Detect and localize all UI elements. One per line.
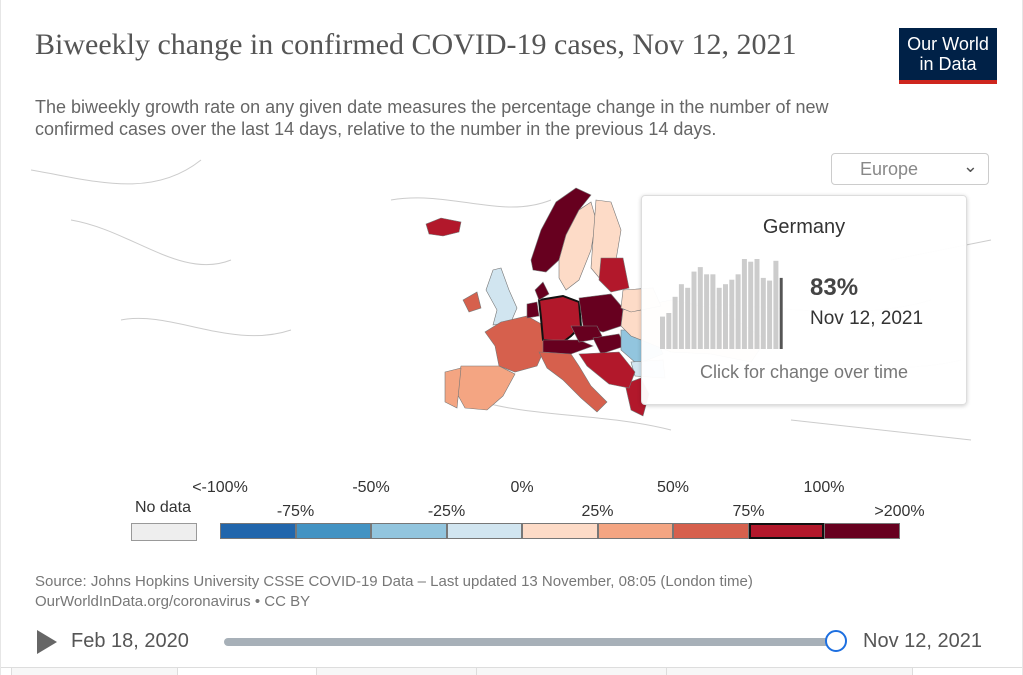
sparkline-bar [678, 284, 684, 349]
sparkline-bar [773, 260, 779, 349]
tooltip-value: 83% [810, 274, 859, 301]
sparkline-bar [760, 277, 766, 349]
timeline-slider[interactable] [224, 638, 836, 646]
tab[interactable] [316, 668, 478, 675]
legend-label: 50% [656, 479, 690, 496]
legend-bin[interactable] [371, 523, 447, 539]
legend-label: 25% [581, 503, 614, 520]
sparkline-bar [666, 313, 672, 349]
tooltip-sparkline [660, 259, 783, 349]
sparkline-bar [697, 267, 703, 349]
legend-no-data-swatch[interactable] [131, 523, 197, 541]
legend-label: -50% [352, 479, 390, 496]
country-tooltip[interactable]: Germany 83% Nov 12, 2021 Click for chang… [641, 195, 967, 405]
timeline-start[interactable]: Feb 18, 2020 [71, 630, 189, 652]
source-text: Source: Johns Hopkins University CSSE CO… [35, 573, 753, 590]
legend-bin[interactable] [824, 523, 900, 539]
legend-bin[interactable] [673, 523, 749, 539]
legend-label: <-100% [192, 479, 248, 496]
country-austria[interactable]: Austria [542, 339, 594, 355]
legend-label: 100% [803, 479, 845, 496]
source-note: Source: Johns Hopkins University CSSE CO… [35, 572, 753, 612]
sparkline-bar [685, 287, 691, 349]
source-link[interactable]: OurWorldInData.org/coronavirus • CC BY [35, 593, 311, 610]
play-icon[interactable] [37, 630, 57, 654]
timeline-end[interactable]: Nov 12, 2021 [863, 630, 982, 652]
country-hungary[interactable]: Hungary [592, 333, 626, 355]
sparkline-bar [767, 280, 773, 349]
sparkline-bar [704, 274, 710, 349]
tab[interactable] [666, 668, 913, 675]
legend-bin[interactable] [220, 523, 296, 539]
legend-label: 0% [510, 479, 534, 496]
country-denmark[interactable]: Denmark [534, 281, 550, 301]
color-legend: No data <-100% -75% -50% -25% 0% 25% 50% 75% 100… [1, 475, 1022, 545]
sparkline-bar [660, 316, 665, 349]
legend-label: -75% [276, 503, 315, 520]
country-portugal[interactable]: Portugal [444, 367, 462, 409]
sparkline-bar [748, 261, 754, 349]
sparkline-bar [729, 279, 735, 349]
sparkline-bar [691, 271, 697, 349]
tab[interactable] [476, 668, 668, 675]
country-germany[interactable]: Germany [537, 294, 583, 344]
country-united-kingdom[interactable]: United Kingdom [485, 267, 518, 326]
tooltip-date: Nov 12, 2021 [810, 308, 924, 329]
country-netherlands[interactable]: Netherlands [526, 301, 540, 319]
legend-bin[interactable] [748, 523, 824, 539]
region-select-value: Europe [860, 159, 919, 179]
world-map[interactable]: IcelandNorwaySwedenFinlandUnited Kingdom… [31, 140, 997, 450]
country-spain[interactable]: Spain [454, 365, 516, 411]
legend-bin[interactable] [446, 523, 522, 539]
tab-bar [1, 667, 1022, 675]
sparkline-bar [672, 296, 678, 349]
owid-logo[interactable]: Our World in Data [899, 28, 997, 84]
country-baltics[interactable]: Baltics [598, 257, 630, 293]
chart-title: Biweekly change in confirmed COVID-19 ca… [35, 28, 797, 61]
tab[interactable] [11, 668, 178, 675]
legend-label: -25% [427, 503, 466, 520]
country-italy[interactable]: Italy [538, 351, 608, 413]
sparkline-bar [779, 277, 783, 349]
country-ireland[interactable]: Ireland [462, 291, 482, 313]
sparkline-bar [723, 284, 728, 349]
tooltip-hint: Click for change over time [699, 362, 909, 382]
country-balkans[interactable]: Balkans [578, 351, 636, 389]
legend-label: >200% [874, 503, 925, 520]
sparkline-bar [735, 274, 741, 349]
sparkline-bar [716, 287, 722, 349]
chevron-down-icon: ⌄ [962, 156, 978, 176]
timeline-handle[interactable] [825, 630, 847, 652]
legend-bin[interactable] [522, 523, 598, 539]
legend-label: 75% [732, 503, 765, 520]
legend-bin[interactable] [295, 523, 371, 539]
sparkline-bar [710, 274, 716, 349]
country-france[interactable]: France [484, 315, 546, 373]
region-select[interactable]: Europe ⌄ [831, 153, 989, 185]
tooltip-country: Germany [762, 216, 846, 238]
country-iceland[interactable]: Iceland [425, 217, 462, 237]
legend-bin[interactable] [597, 523, 673, 539]
sparkline-bar [754, 259, 760, 349]
legend-no-data-label: No data [134, 499, 192, 516]
chart-subtitle: The biweekly growth rate on any given da… [35, 97, 829, 139]
sparkline-bar [741, 259, 747, 349]
